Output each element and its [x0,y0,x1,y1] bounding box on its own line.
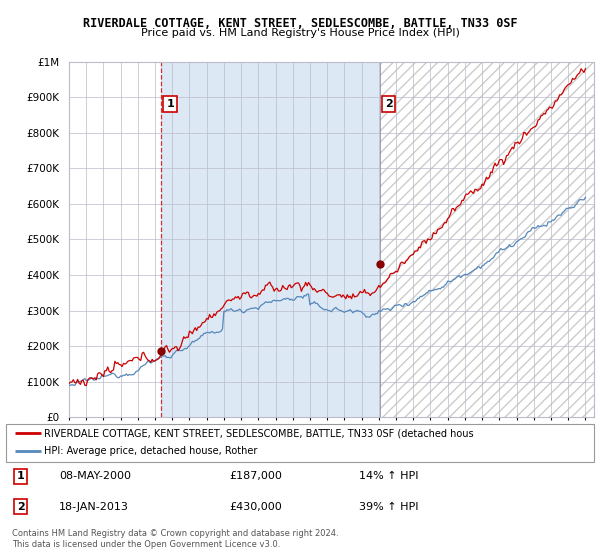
Text: £187,000: £187,000 [229,472,283,482]
Bar [161,62,380,417]
Text: RIVERDALE COTTAGE, KENT STREET, SEDLESCOMBE, BATTLE, TN33 0SF: RIVERDALE COTTAGE, KENT STREET, SEDLESCO… [83,17,517,30]
Text: 39% ↑ HPI: 39% ↑ HPI [359,502,418,512]
Bar [380,62,594,417]
Text: 2: 2 [17,502,25,512]
Text: 18-JAN-2013: 18-JAN-2013 [59,502,129,512]
Text: Contains HM Land Registry data © Crown copyright and database right 2024.
This d: Contains HM Land Registry data © Crown c… [12,529,338,549]
FancyBboxPatch shape [6,424,594,462]
Text: HPI: Average price, detached house, Rother: HPI: Average price, detached house, Roth… [44,446,257,456]
Text: 08-MAY-2000: 08-MAY-2000 [59,472,131,482]
Bar [380,62,594,417]
Text: 2: 2 [385,99,392,109]
Text: Price paid vs. HM Land Registry's House Price Index (HPI): Price paid vs. HM Land Registry's House … [140,28,460,38]
Text: 1: 1 [166,99,174,109]
Text: £430,000: £430,000 [229,502,282,512]
Text: 1: 1 [17,472,25,482]
Text: RIVERDALE COTTAGE, KENT STREET, SEDLESCOMBE, BATTLE, TN33 0SF (detached hous: RIVERDALE COTTAGE, KENT STREET, SEDLESCO… [44,428,474,438]
Text: 14% ↑ HPI: 14% ↑ HPI [359,472,418,482]
